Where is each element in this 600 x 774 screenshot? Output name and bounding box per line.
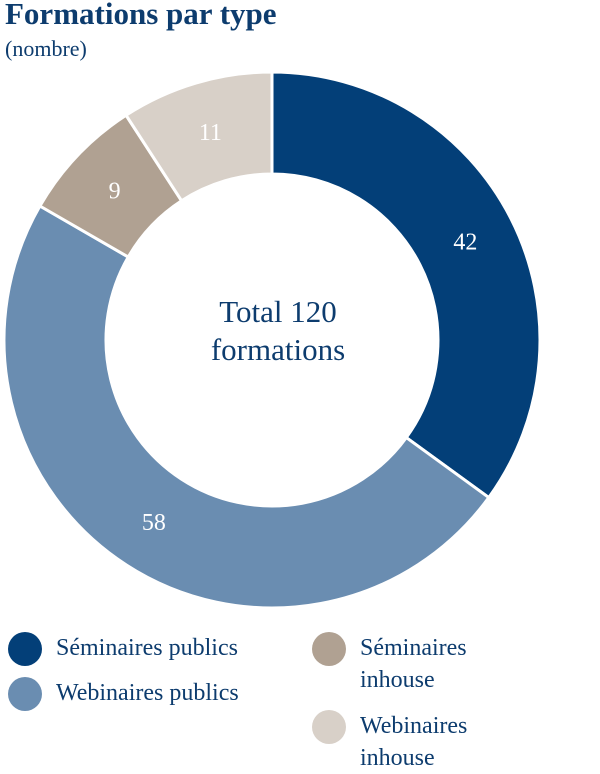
data-label: 11 (199, 120, 222, 146)
legend-item: Webinaires inhouse (312, 710, 530, 774)
legend-marker (8, 632, 42, 666)
data-label: 58 (142, 510, 166, 536)
data-label: 42 (453, 229, 477, 255)
chart-title: Formations par type (5, 0, 277, 31)
legend-label: Séminaires publics (56, 635, 238, 661)
legend-label: Séminaires inhouse (360, 635, 467, 693)
legend-marker (312, 632, 346, 666)
legend-label: Webinaires inhouse (360, 713, 468, 771)
legend-marker (312, 710, 346, 744)
legend-item: Séminaires inhouse (312, 632, 530, 696)
legend-item: Séminaires publics (8, 632, 316, 666)
data-label: 9 (109, 179, 121, 205)
donut-slice (123, 70, 274, 203)
center-label: Total 120 (219, 294, 337, 329)
legend-label: Webinaires publics (56, 680, 239, 706)
donut-slice (270, 70, 542, 500)
chart-subtitle: (nombre) (5, 36, 87, 61)
donut-slice (2, 203, 491, 610)
legend-marker (8, 677, 42, 711)
legend-item: Webinaires publics (8, 677, 316, 711)
center-label: formations (211, 332, 345, 367)
